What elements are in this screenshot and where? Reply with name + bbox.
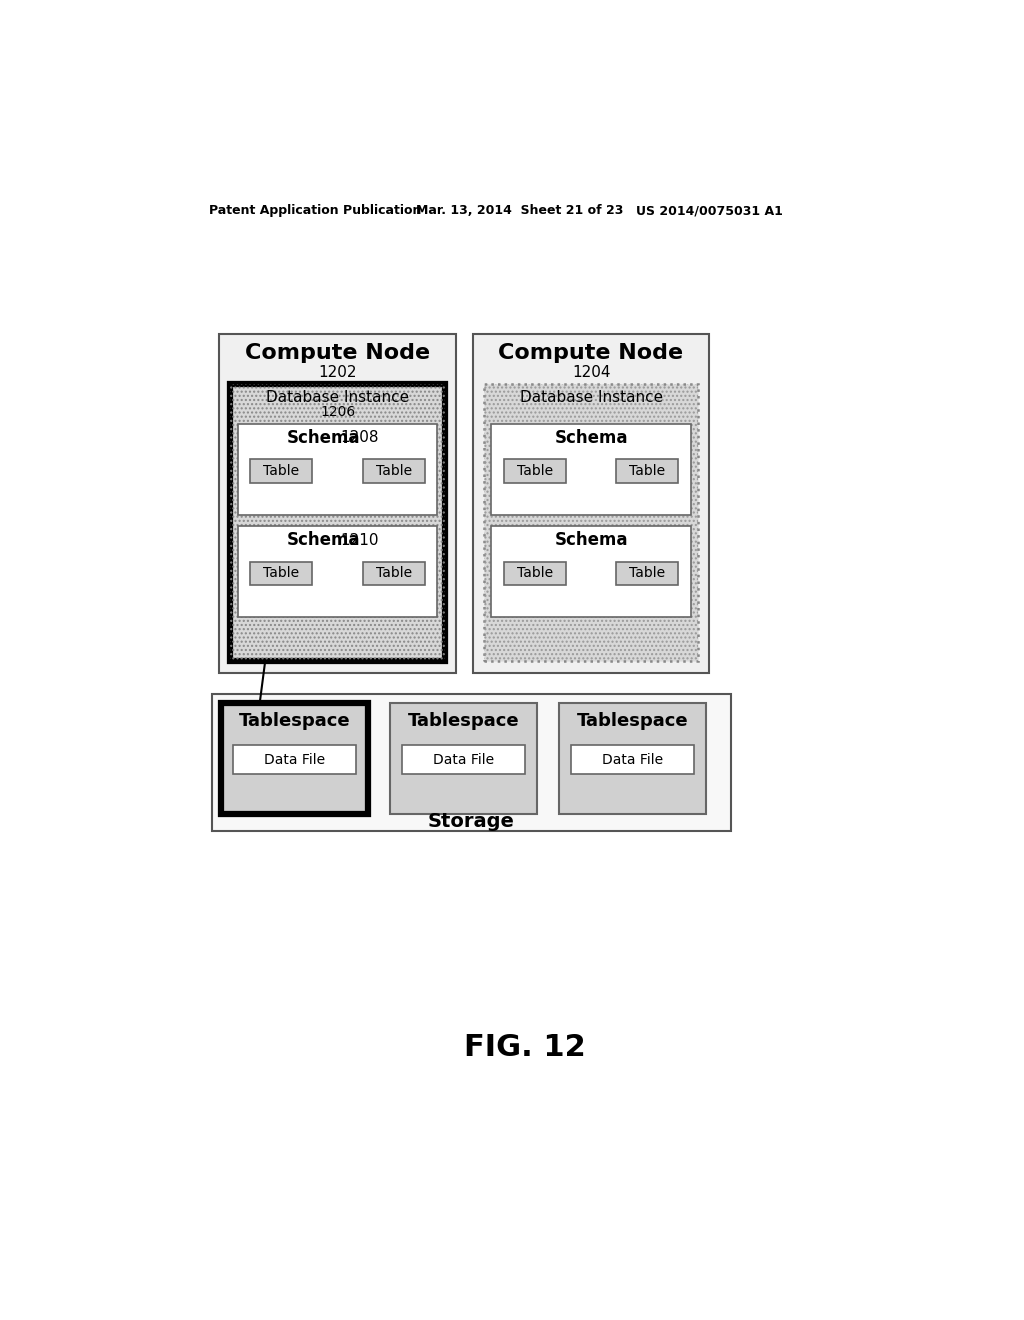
Bar	[473, 334, 710, 673]
Text: Storage: Storage	[428, 812, 515, 830]
Bar	[492, 527, 690, 618]
Text: 1206: 1206	[321, 405, 355, 418]
Text: Schema: Schema	[554, 429, 628, 447]
Text: 1208: 1208	[340, 430, 379, 445]
Bar	[233, 744, 356, 775]
Bar	[238, 527, 437, 618]
Text: Compute Node: Compute Node	[245, 343, 430, 363]
Text: 1210: 1210	[340, 533, 379, 548]
Text: Table: Table	[376, 566, 412, 581]
Bar	[504, 459, 566, 483]
Bar	[212, 693, 731, 830]
Text: Database Instance: Database Instance	[519, 391, 663, 405]
Text: Table: Table	[629, 465, 666, 478]
Bar	[251, 562, 312, 585]
Text: Mar. 13, 2014  Sheet 21 of 23: Mar. 13, 2014 Sheet 21 of 23	[417, 205, 624, 218]
Text: Schema: Schema	[287, 532, 360, 549]
Bar	[230, 384, 445, 661]
Bar	[616, 459, 678, 483]
Text: US 2014/0075031 A1: US 2014/0075031 A1	[636, 205, 783, 218]
Bar	[483, 384, 698, 661]
Text: Table: Table	[376, 465, 412, 478]
Bar	[402, 744, 525, 775]
Text: Schema: Schema	[287, 429, 360, 447]
Text: Table: Table	[517, 465, 553, 478]
Text: Table: Table	[263, 566, 299, 581]
Text: Tablespace: Tablespace	[239, 713, 350, 730]
Bar	[362, 459, 425, 483]
Text: FIG. 12: FIG. 12	[464, 1034, 586, 1063]
Text: Data File: Data File	[433, 752, 495, 767]
Text: Schema: Schema	[554, 532, 628, 549]
Bar	[616, 562, 678, 585]
Bar	[221, 702, 369, 814]
Bar	[390, 702, 538, 814]
Bar	[504, 562, 566, 585]
Bar	[251, 459, 312, 483]
Bar	[571, 744, 693, 775]
Bar	[559, 702, 707, 814]
Text: 1204: 1204	[571, 364, 610, 380]
Text: Table: Table	[263, 465, 299, 478]
Bar	[230, 384, 445, 661]
Bar	[238, 424, 437, 515]
Text: Tablespace: Tablespace	[577, 713, 688, 730]
Bar	[492, 424, 690, 515]
Text: Table: Table	[517, 566, 553, 581]
Bar	[362, 562, 425, 585]
Text: Data File: Data File	[264, 752, 326, 767]
Text: Data File: Data File	[602, 752, 664, 767]
Text: Table: Table	[629, 566, 666, 581]
Text: Database Instance: Database Instance	[266, 391, 410, 405]
Text: Tablespace: Tablespace	[408, 713, 519, 730]
Bar	[219, 334, 456, 673]
Text: Patent Application Publication: Patent Application Publication	[209, 205, 422, 218]
Text: 1202: 1202	[318, 364, 357, 380]
Text: Compute Node: Compute Node	[499, 343, 684, 363]
Bar	[483, 384, 698, 661]
